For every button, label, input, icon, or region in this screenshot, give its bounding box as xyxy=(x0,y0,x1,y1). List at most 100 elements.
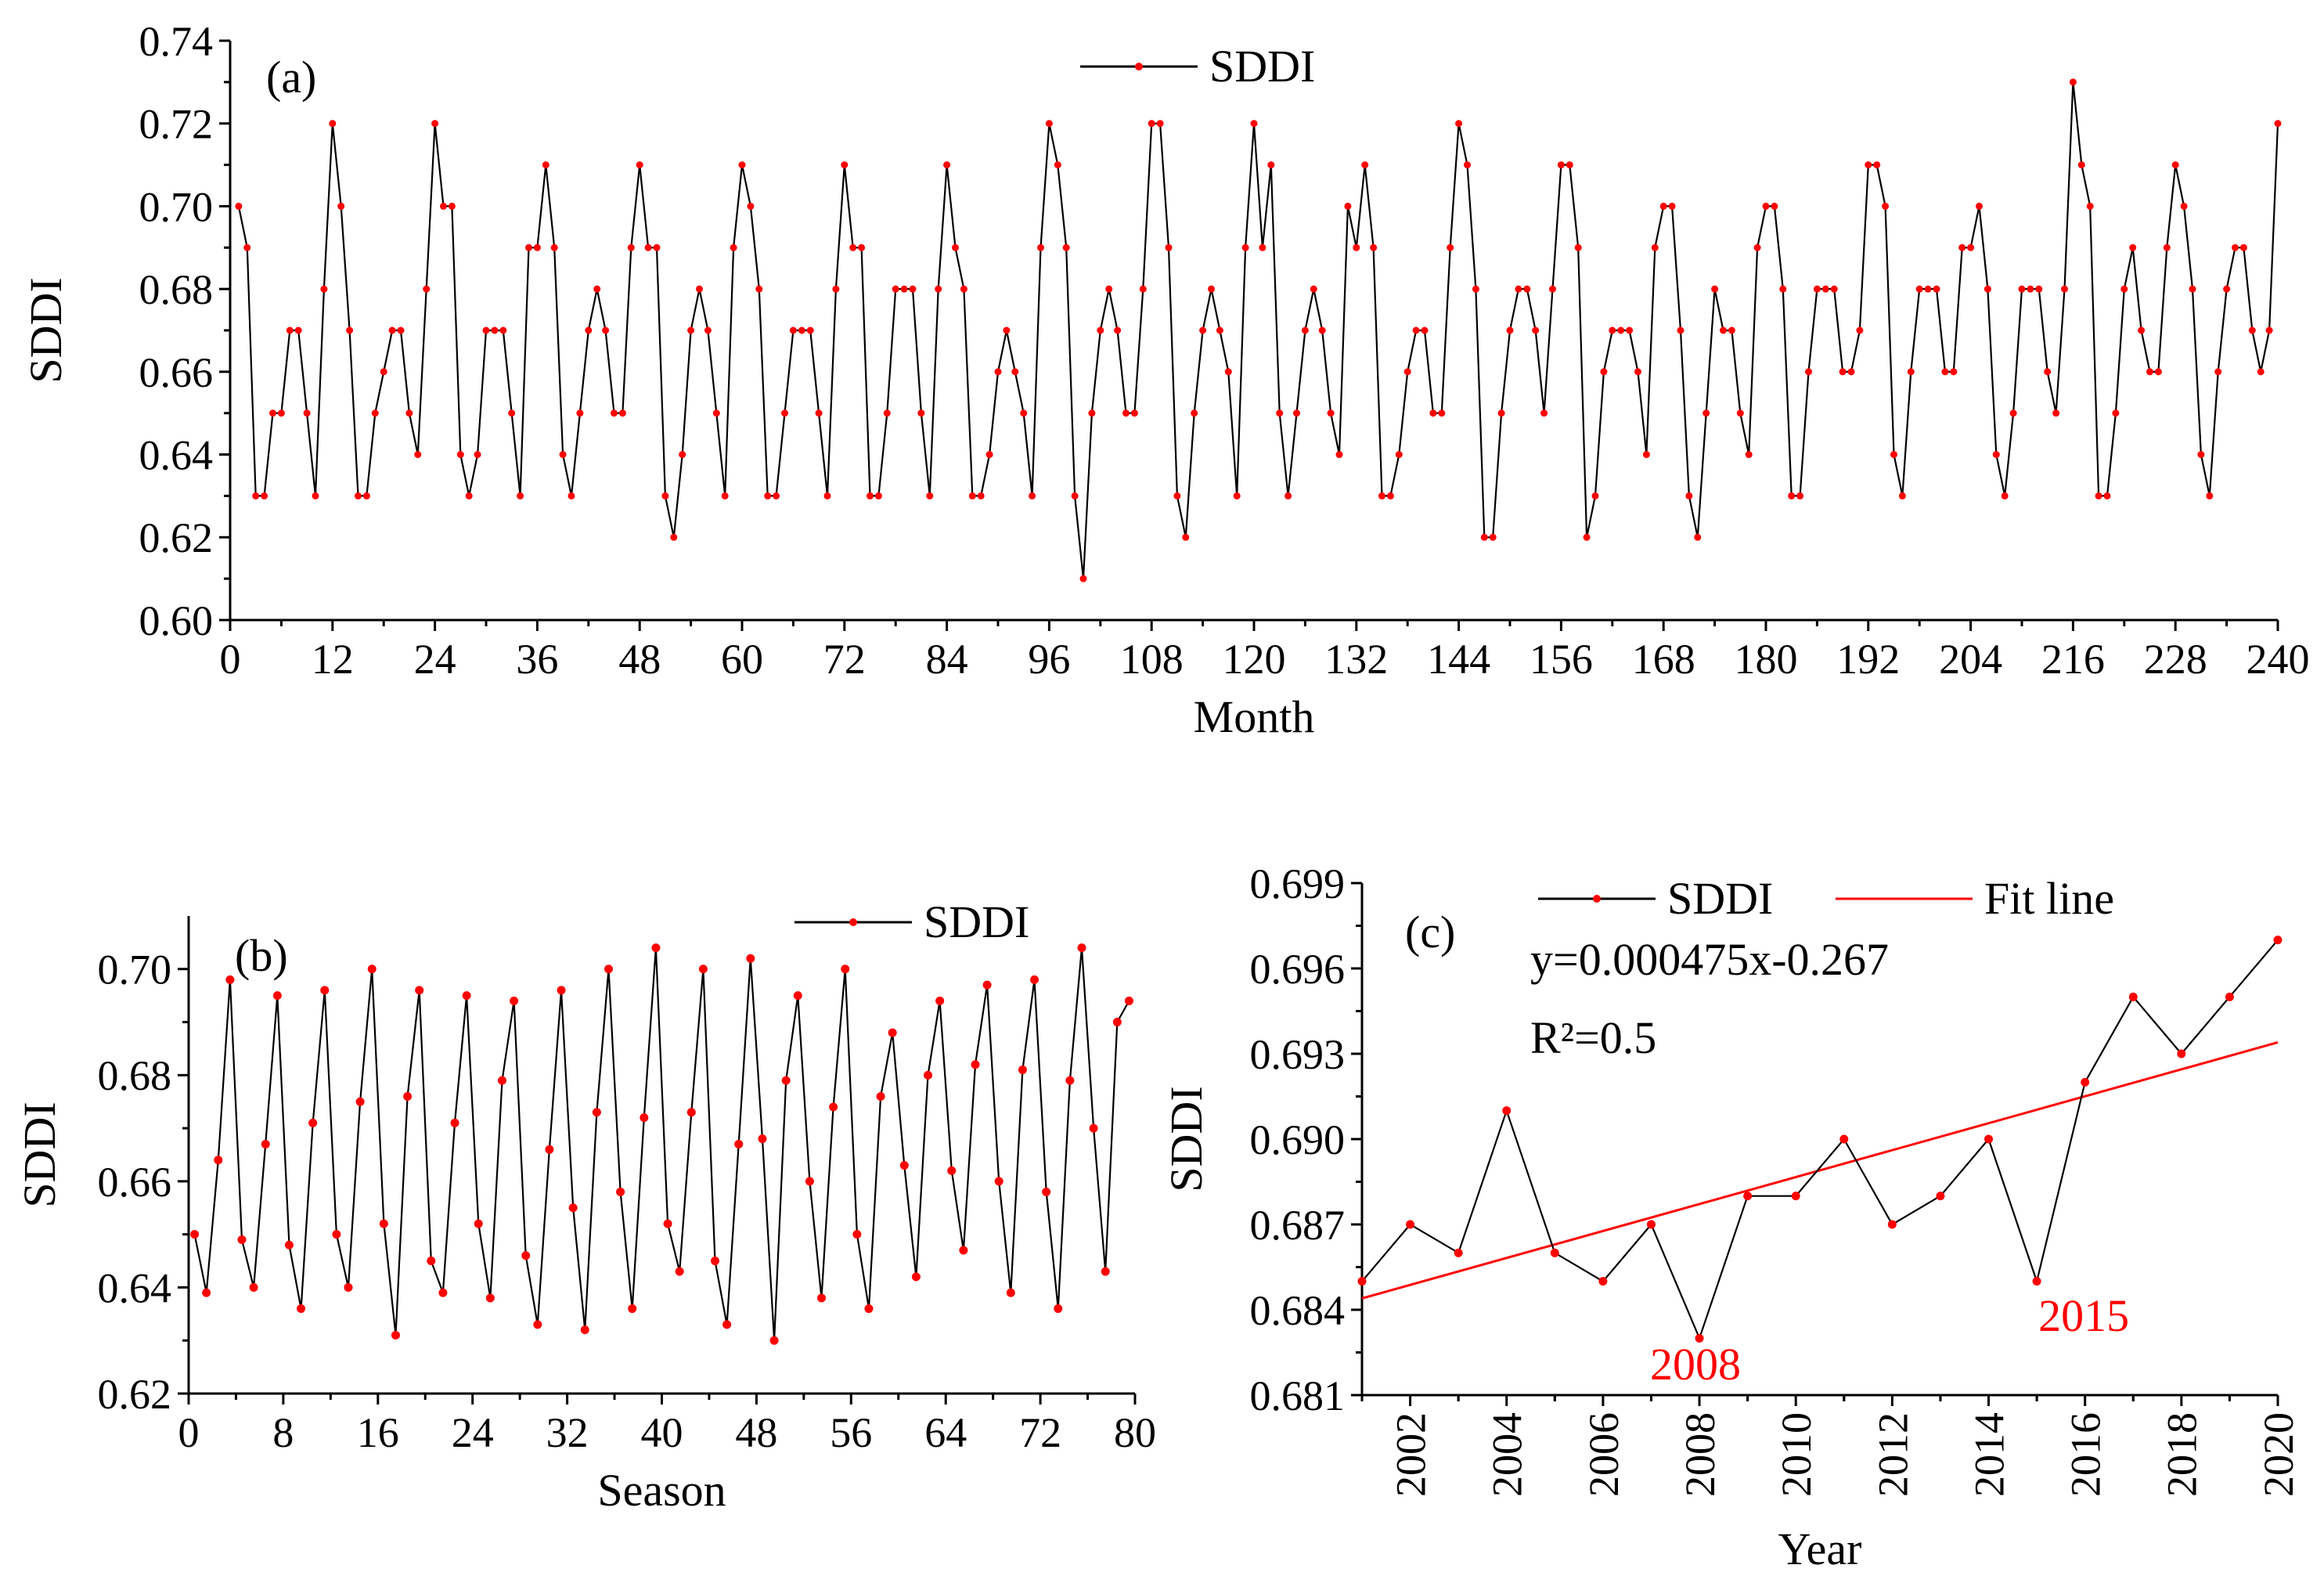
data-point xyxy=(1779,285,1787,293)
data-point xyxy=(249,1282,258,1292)
data-point xyxy=(1821,285,1829,293)
data-point xyxy=(1958,243,1966,251)
data-point xyxy=(618,409,626,417)
x-tick-label: 168 xyxy=(1632,636,1695,683)
data-point xyxy=(1984,285,1991,293)
y-tick-label: 0.68 xyxy=(139,266,214,313)
data-point xyxy=(1344,202,1352,210)
data-point xyxy=(1839,368,1847,376)
data-point xyxy=(1101,1267,1110,1276)
x-tick-label: 2018 xyxy=(2159,1412,2206,1497)
data-point xyxy=(888,1028,897,1037)
data-point xyxy=(2197,451,2205,459)
x-tick-label: 108 xyxy=(1120,636,1184,683)
x-tick-label: 24 xyxy=(452,1409,494,1456)
data-point xyxy=(427,1257,436,1266)
legend-marker-sddi xyxy=(1135,63,1143,70)
data-point xyxy=(1702,409,1710,417)
data-point xyxy=(440,202,447,210)
data-point xyxy=(1771,202,1778,210)
x-tick-label: 2002 xyxy=(1387,1412,1434,1497)
data-point xyxy=(1089,1123,1098,1133)
data-point xyxy=(585,326,593,334)
data-point xyxy=(286,326,294,334)
data-point xyxy=(1438,409,1446,417)
data-point xyxy=(1898,492,1906,499)
x-tick-label: 2014 xyxy=(1965,1412,2012,1497)
data-point xyxy=(1447,243,1454,251)
data-point xyxy=(722,1320,732,1329)
data-point xyxy=(415,986,424,995)
data-point xyxy=(670,533,678,541)
data-point xyxy=(852,1230,862,1239)
data-point xyxy=(1557,161,1565,169)
data-point xyxy=(1685,492,1693,499)
data-point xyxy=(960,285,967,293)
data-point xyxy=(1105,285,1113,293)
data-point xyxy=(679,451,686,459)
data-point xyxy=(517,492,524,499)
panel-c: 0.681 0.684 0.687 0.690 0.693 0.696 0.699 2002 2… xyxy=(1161,860,2302,1574)
data-point xyxy=(1890,451,1897,459)
x-tick-label: 2010 xyxy=(1773,1412,1820,1497)
data-point xyxy=(1646,1220,1656,1229)
data-point xyxy=(329,120,337,128)
data-point xyxy=(456,451,464,459)
data-point xyxy=(611,409,618,417)
data-point xyxy=(823,492,831,499)
x-tick-label: 2006 xyxy=(1580,1412,1627,1497)
data-point xyxy=(926,492,934,499)
data-point xyxy=(738,161,746,169)
data-point xyxy=(1976,202,1983,210)
data-point xyxy=(959,1246,968,1255)
data-point xyxy=(1006,1288,1015,1297)
data-point xyxy=(817,1293,827,1303)
data-point xyxy=(994,368,1002,376)
data-point xyxy=(1566,161,1573,169)
x-tick-label: 0 xyxy=(220,636,241,683)
data-point xyxy=(1523,285,1531,293)
data-point xyxy=(593,285,601,293)
data-point xyxy=(1753,243,1761,251)
x-tick-label: 192 xyxy=(1836,636,1900,683)
data-point xyxy=(663,1219,672,1228)
data-point xyxy=(1454,1248,1463,1257)
y-tick-label: 0.696 xyxy=(1250,946,1346,993)
data-point xyxy=(604,965,613,974)
data-point xyxy=(2128,992,2138,1001)
data-point xyxy=(1020,409,1028,417)
data-point xyxy=(2044,368,2052,376)
data-point xyxy=(1762,202,1770,210)
data-point xyxy=(1480,533,1488,541)
x-axis-label: Month xyxy=(1194,691,1315,742)
data-point xyxy=(1208,285,1215,293)
data-point xyxy=(438,1288,448,1297)
data-point xyxy=(1591,492,1599,499)
data-point xyxy=(1550,1248,1559,1257)
data-point xyxy=(2032,1277,2041,1286)
data-point xyxy=(371,409,379,417)
data-point xyxy=(2177,1049,2186,1058)
data-point xyxy=(1634,368,1641,376)
x-tick-label: 72 xyxy=(823,636,866,683)
y-tick-label: 0.66 xyxy=(98,1159,172,1206)
data-point xyxy=(1813,285,1821,293)
data-point xyxy=(550,243,558,251)
data-point xyxy=(1882,202,1890,210)
data-point xyxy=(696,285,703,293)
y-tick-label: 0.62 xyxy=(98,1371,172,1418)
data-point xyxy=(1984,1134,1994,1144)
data-point xyxy=(391,1330,400,1340)
data-point xyxy=(806,326,814,334)
data-point xyxy=(994,1177,1003,1186)
data-point xyxy=(355,492,362,499)
data-point xyxy=(1011,368,1019,376)
data-point xyxy=(1259,243,1266,251)
data-point xyxy=(1199,326,1207,334)
data-point xyxy=(917,409,925,417)
data-point xyxy=(482,326,490,334)
data-point xyxy=(2052,409,2060,417)
data-point xyxy=(1310,285,1317,293)
data-point xyxy=(1950,368,1958,376)
x-tick-label: 96 xyxy=(1028,636,1070,683)
